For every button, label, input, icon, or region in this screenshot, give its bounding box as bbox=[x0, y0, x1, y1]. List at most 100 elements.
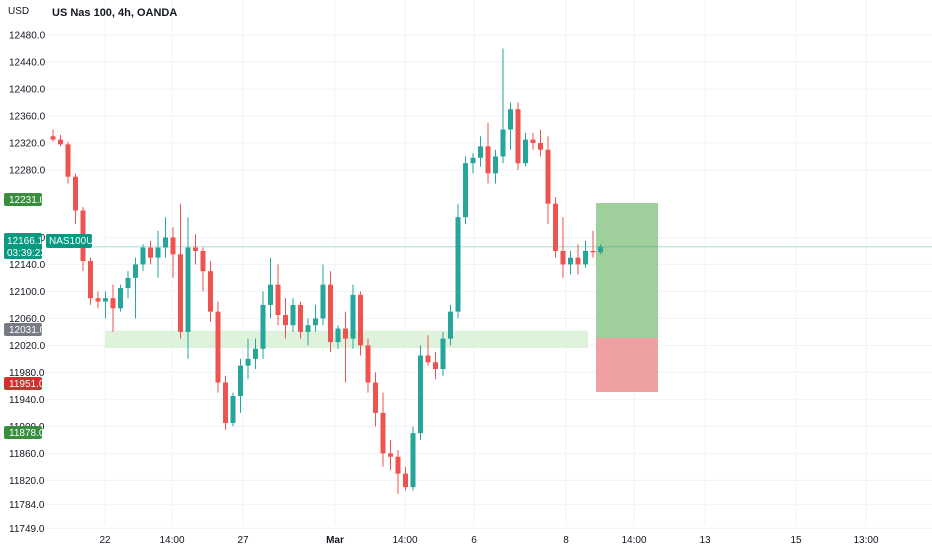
candle-body[interactable] bbox=[560, 250, 566, 265]
target-price-badge bbox=[4, 193, 42, 206]
current-price-text: 12166.1 bbox=[7, 236, 44, 247]
candle-body[interactable] bbox=[163, 237, 168, 248]
y-tick-label: 12060.0 bbox=[9, 314, 46, 325]
x-tick-label: 6 bbox=[471, 535, 477, 546]
x-tick-label: 8 bbox=[563, 535, 569, 546]
candle-body[interactable] bbox=[500, 129, 506, 157]
candle-body[interactable] bbox=[545, 149, 551, 204]
candle-body[interactable] bbox=[320, 284, 326, 319]
zone-price-text: 12031.0 bbox=[9, 325, 46, 336]
y-tick-label: 11820.0 bbox=[9, 476, 45, 487]
low-target-badge bbox=[4, 426, 42, 439]
candle-body[interactable] bbox=[305, 325, 311, 332]
candle-body[interactable] bbox=[178, 254, 183, 332]
candle-body[interactable] bbox=[335, 328, 341, 343]
candles bbox=[50, 48, 603, 494]
candle-body[interactable] bbox=[170, 237, 176, 255]
candle-body[interactable] bbox=[140, 247, 146, 265]
candle-body[interactable] bbox=[208, 271, 213, 312]
candle-body[interactable] bbox=[298, 304, 303, 332]
position-stop-zone[interactable] bbox=[596, 337, 658, 392]
candle-body[interactable] bbox=[568, 257, 573, 265]
candle-body[interactable] bbox=[583, 250, 588, 265]
candle-body[interactable] bbox=[155, 247, 161, 258]
candle-body[interactable] bbox=[380, 412, 386, 454]
candle-body[interactable] bbox=[440, 338, 446, 370]
candle-body[interactable] bbox=[538, 142, 543, 150]
candle-body[interactable] bbox=[455, 217, 461, 312]
candle-body[interactable] bbox=[575, 257, 581, 265]
symbol-title[interactable]: US Nas 100, 4h, OANDA bbox=[52, 7, 177, 19]
candle-body[interactable] bbox=[313, 318, 318, 326]
candle-body[interactable] bbox=[448, 311, 453, 339]
candle-body[interactable] bbox=[343, 328, 348, 339]
candle-body[interactable] bbox=[493, 156, 498, 174]
candle-body[interactable] bbox=[148, 247, 153, 258]
candle-body[interactable] bbox=[223, 382, 228, 424]
candle-body[interactable] bbox=[598, 246, 603, 253]
y-tick-label: 12100.0 bbox=[9, 287, 46, 298]
candle-body[interactable] bbox=[553, 203, 558, 251]
candle-body[interactable] bbox=[283, 315, 288, 326]
candle-body[interactable] bbox=[65, 144, 71, 177]
candle-body[interactable] bbox=[433, 362, 438, 370]
support-zone[interactable] bbox=[105, 330, 588, 349]
candle-body[interactable] bbox=[260, 304, 266, 349]
candle-body[interactable] bbox=[425, 355, 431, 363]
position-target-zone[interactable] bbox=[596, 203, 658, 338]
current-price-badge bbox=[4, 233, 42, 259]
candle-body[interactable] bbox=[268, 284, 273, 305]
candle-body[interactable] bbox=[523, 139, 528, 164]
candle-body[interactable] bbox=[73, 176, 78, 211]
candle-body[interactable] bbox=[110, 298, 116, 309]
x-tick-label: 13 bbox=[699, 535, 711, 546]
low-target-text: 11878.0 bbox=[9, 428, 45, 439]
candle-body[interactable] bbox=[88, 261, 93, 299]
candle-body[interactable] bbox=[118, 288, 123, 309]
x-tick-label: 13:00 bbox=[853, 535, 878, 546]
candle-body[interactable] bbox=[328, 284, 333, 343]
candle-body[interactable] bbox=[58, 139, 63, 145]
candle-body[interactable] bbox=[388, 453, 393, 457]
zone-price-badge bbox=[4, 323, 42, 336]
x-tick-label: 14:00 bbox=[392, 535, 417, 546]
candle-body[interactable] bbox=[410, 433, 416, 488]
y-tick-label: 12020.0 bbox=[9, 341, 46, 352]
candle-body[interactable] bbox=[508, 109, 513, 130]
candle-body[interactable] bbox=[373, 382, 378, 413]
candle-body[interactable] bbox=[215, 311, 221, 383]
candle-body[interactable] bbox=[253, 348, 258, 359]
candle-body[interactable] bbox=[133, 264, 138, 278]
candle-body[interactable] bbox=[403, 473, 408, 488]
x-tick-label: Mar bbox=[326, 535, 344, 546]
candle-body[interactable] bbox=[230, 396, 236, 424]
candle-body[interactable] bbox=[103, 298, 108, 302]
candle-body[interactable] bbox=[245, 358, 251, 366]
candle-body[interactable] bbox=[418, 355, 423, 434]
candle-body[interactable] bbox=[485, 146, 491, 174]
candle-body[interactable] bbox=[125, 277, 131, 289]
candle-body[interactable] bbox=[275, 284, 281, 316]
candle-body[interactable] bbox=[200, 250, 206, 272]
candle-body[interactable] bbox=[515, 109, 521, 164]
candle-body[interactable] bbox=[358, 294, 363, 346]
candle-body[interactable] bbox=[478, 146, 483, 158]
candle-body[interactable] bbox=[290, 304, 296, 326]
candle-body[interactable] bbox=[185, 247, 191, 332]
candle-body[interactable] bbox=[590, 250, 596, 253]
candle-body[interactable] bbox=[238, 365, 243, 397]
candle-body[interactable] bbox=[470, 157, 476, 164]
candle-body[interactable] bbox=[365, 345, 371, 383]
y-tick-label: 12440.0 bbox=[9, 57, 46, 68]
candle-body[interactable] bbox=[50, 136, 56, 140]
y-tick-label: 12480.0 bbox=[9, 31, 46, 42]
candle-body[interactable] bbox=[463, 163, 468, 218]
candle-body[interactable] bbox=[95, 298, 101, 302]
target-price-text: 12231.0 bbox=[9, 195, 46, 206]
candle-body[interactable] bbox=[193, 247, 198, 251]
candle-body[interactable] bbox=[350, 294, 356, 339]
candle-body[interactable] bbox=[395, 456, 401, 474]
candle-body[interactable] bbox=[530, 139, 536, 143]
